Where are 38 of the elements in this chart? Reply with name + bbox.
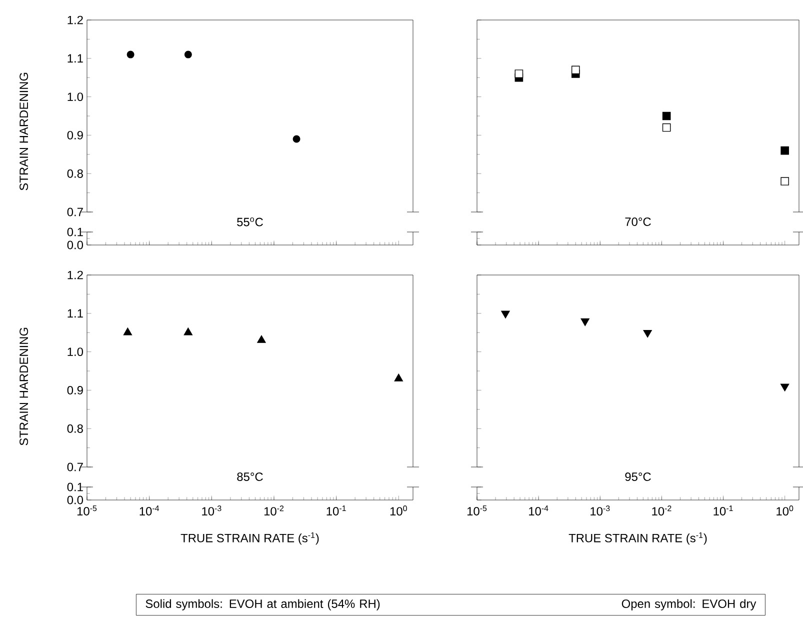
text: 70°C — [625, 218, 651, 226]
y-tick-label: 1.1 — [68, 309, 83, 318]
x-tick-label: 10$^{0}$ — [390, 506, 407, 516]
y-axis-title: STRAIN HARDENING — [20, 328, 28, 446]
y-tick-label: 1.0 — [68, 92, 84, 102]
x-tick-label: 10$^{-4}$ — [140, 506, 160, 516]
x-tick-label: 10$^{-1}$ — [714, 506, 733, 516]
x-tick-label: 10$^{-2}$ — [264, 506, 284, 516]
y-tick-label: 0.8 — [67, 169, 83, 178]
y-tick-label: 0.8 — [67, 424, 83, 433]
x-tick-label: 10$^{-2}$ — [652, 506, 672, 516]
y-tick-label: 0.0 — [67, 240, 84, 250]
x-axis-title: TRUE STRAIN RATE (s$^{-1}$) — [568, 532, 707, 545]
y-tick-label: 1.2 — [68, 16, 83, 24]
text: Solid symbols: EVOH at ambient (54% RH) — [146, 599, 380, 610]
x-tick-label: 10$^{-3}$ — [202, 506, 222, 516]
y-axis-title: STRAIN HARDENING — [20, 72, 28, 190]
x-tick-label: 10$^{0}$ — [776, 506, 794, 516]
x-axis-title: TRUE STRAIN RATE (s$^{-1}$) — [180, 532, 319, 545]
text: 55$^{o}$C — [237, 218, 263, 226]
x-tick-label: 10$^{-3}$ — [590, 506, 610, 516]
text: 85°C — [237, 472, 263, 481]
text: Open symbol: EVOH dry — [622, 599, 756, 610]
y-tick-label: 0.9 — [67, 386, 83, 394]
y-tick-label: 1.0 — [68, 348, 84, 356]
y-tick-label: 0.7 — [67, 208, 83, 216]
y-tick-label: 0.0 — [67, 496, 84, 504]
y-tick-label: 1.2 — [68, 270, 83, 280]
x-tick-label: 10$^{-5}$ — [467, 506, 487, 516]
x-tick-label: 10$^{-5}$ — [77, 506, 97, 516]
y-tick-label: 0.1 — [67, 228, 83, 236]
x-tick-label: 10$^{-4}$ — [529, 506, 548, 516]
x-tick-label: 10$^{-1}$ — [326, 506, 346, 516]
y-tick-label: 0.9 — [67, 130, 83, 140]
y-tick-label: 1.1 — [68, 54, 83, 63]
y-tick-label: 0.7 — [67, 462, 83, 472]
y-tick-label: 0.1 — [67, 482, 83, 492]
text: 95°C — [625, 472, 651, 481]
